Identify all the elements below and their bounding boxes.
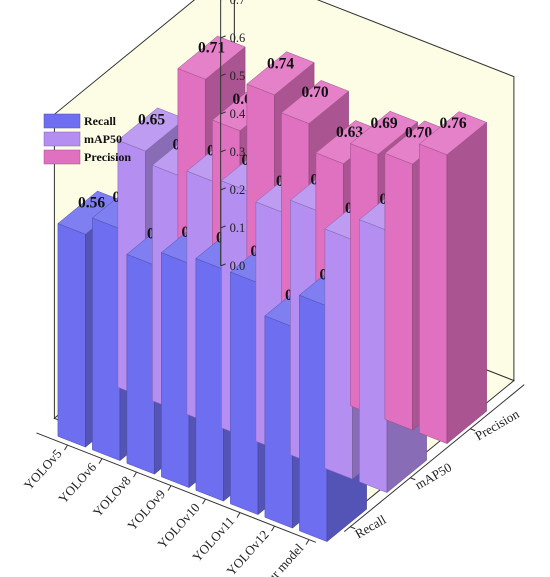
legend-label: Recall (84, 114, 117, 128)
bar-front-face (264, 315, 293, 529)
data-label: 0.70 (405, 125, 432, 142)
value-tick (220, 35, 226, 39)
bar-front-face (419, 143, 448, 444)
bar-top-face (280, 80, 350, 124)
category-axis (36, 432, 317, 543)
value-tick (220, 225, 226, 229)
bar-front-face (324, 228, 353, 480)
value-tick-label: 0.6 (230, 31, 246, 45)
bar-front-face (359, 219, 388, 493)
category-tick-label: YOLOv12 (223, 527, 271, 577)
bar-top-face (418, 111, 488, 156)
category-tick-label: YOLOv11 (189, 514, 237, 565)
value-tick-label: 0.2 (230, 183, 246, 197)
data-label: 0.71 (198, 40, 225, 57)
bar-side-face (446, 121, 487, 445)
category-tick (202, 498, 206, 505)
bar-front-face (195, 258, 224, 502)
value-tick (220, 263, 226, 267)
bar-front-face (92, 217, 121, 461)
value-tick (220, 187, 226, 191)
category-tick (133, 471, 137, 478)
bar-front-face (299, 294, 328, 542)
bar-front-face (57, 223, 86, 448)
data-label: 0.65 (138, 112, 165, 129)
bar-top-face (349, 110, 419, 155)
chart-bars: 0.560.610.650.550.620.710.590.640.610.61… (57, 35, 488, 543)
category-tick-label: YOLOv8 (90, 473, 134, 520)
data-label: 0.69 (370, 115, 397, 132)
data-label: 0.74 (267, 55, 294, 72)
data-label: 0.56 (78, 195, 105, 212)
bar-front-face (230, 271, 259, 515)
category-tick (305, 539, 310, 545)
legend-label: mAP50 (84, 132, 122, 146)
data-label: 0.70 (301, 84, 328, 101)
bar-front-face (161, 252, 190, 488)
value-tick (220, 73, 226, 77)
legend-swatch (43, 131, 81, 147)
value-tick-label: 0.3 (230, 145, 246, 159)
metric-tick (470, 428, 476, 432)
bar-front-face (384, 152, 413, 431)
category-tick (64, 444, 68, 451)
category-tick-label: YOLOv5 (21, 446, 65, 493)
data-label: 0.63 (336, 124, 363, 141)
category-tick-label: Our model (258, 540, 307, 577)
bar-top-face (117, 107, 186, 152)
value-tick (220, 111, 226, 115)
category-tick-label: YOLOv6 (55, 459, 99, 506)
value-tick (220, 149, 226, 153)
value-tick-label: 0.0 (230, 259, 246, 273)
bar-precision-our-model: 0.76 (418, 111, 488, 445)
value-tick-label: 0.7 (230, 0, 246, 7)
value-tick-label: 0.5 (230, 69, 246, 83)
category-tick (98, 458, 103, 464)
category-tick-label: YOLOv10 (154, 500, 202, 551)
legend-swatch (43, 149, 81, 165)
bar-top-face (246, 51, 315, 96)
value-tick-label: 0.1 (230, 221, 246, 235)
category-tick (236, 512, 241, 518)
bar-top-face (177, 35, 246, 80)
metric-axis (343, 384, 525, 533)
legend-label: Precision (84, 150, 131, 164)
category-tick-label: YOLOv9 (124, 487, 168, 534)
metric-tick (350, 526, 356, 530)
category-tick (167, 485, 172, 491)
category-tick (271, 525, 275, 532)
metric-tick (410, 477, 416, 481)
legend-swatch (43, 113, 81, 129)
legend: Recall mAP50 Precision (43, 113, 131, 165)
data-label: 0.76 (439, 115, 466, 132)
bar-front-face (126, 253, 155, 475)
value-tick-label: 0.4 (230, 107, 246, 121)
